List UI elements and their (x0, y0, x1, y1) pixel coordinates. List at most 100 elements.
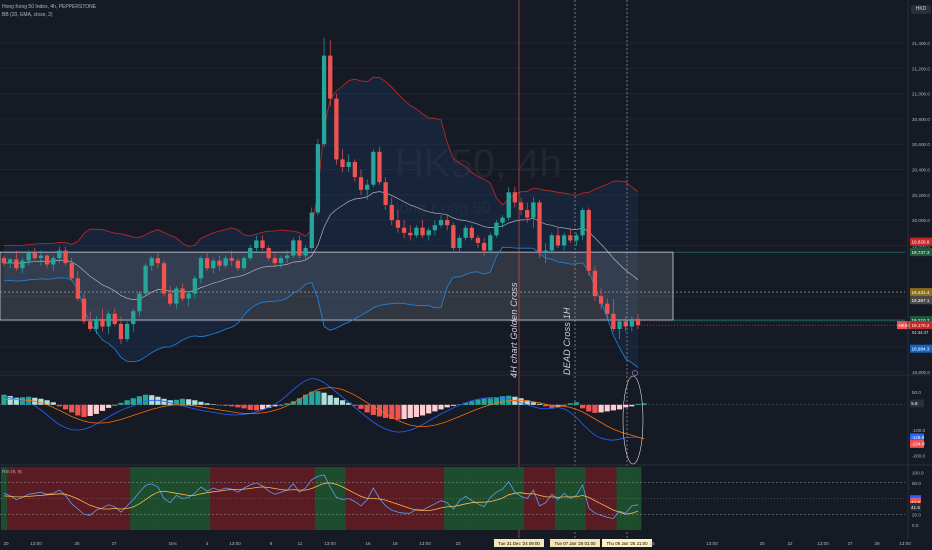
macd-histogram-bar (112, 404, 118, 406)
candle-body (57, 250, 62, 259)
bb-lower-line (3, 246, 639, 368)
price-tag-bg (910, 248, 932, 257)
candle-body (241, 258, 247, 269)
macd-tag-label: -128.8 (911, 435, 924, 440)
macd-histogram-bar (186, 399, 192, 405)
candle-body (112, 313, 117, 324)
rsi-zone-bg (597, 467, 605, 530)
price-tag-bg (910, 321, 932, 330)
macd-histogram-bar (383, 404, 389, 418)
candle-body (432, 225, 438, 231)
candle-body (161, 263, 167, 294)
price-tick-label: 20,800.0 (912, 117, 930, 122)
candle-body (580, 210, 585, 236)
macd-histogram-bar (235, 404, 241, 408)
time-tick-label: 29 (874, 541, 880, 546)
candle-body (204, 258, 210, 269)
price-tick-label: 18,800.0 (912, 370, 930, 375)
macd-histogram-bar (598, 404, 604, 413)
rsi-zone-bg (191, 467, 199, 530)
rsi-tag-label: 41.5 (911, 505, 920, 510)
support-zone (0, 251, 674, 321)
macd-tick-label: 50.0 (912, 390, 921, 395)
macd-tick-label: -100.0 (912, 428, 925, 433)
rsi-line (3, 474, 639, 519)
macd-histogram-bar (481, 398, 487, 405)
time-tick-label: Thu 09 Jan '25 21:00 (606, 541, 648, 546)
candle-body (334, 98, 339, 160)
rsi-zone-bg (37, 467, 45, 530)
macd-histogram-bar (444, 404, 450, 408)
price-tag-label: 18,984.3 (912, 346, 930, 351)
macd-histogram-bar (487, 398, 493, 405)
macd-histogram-bar (364, 404, 370, 413)
rsi-zone-bg (517, 467, 525, 530)
rsi-zone-bg (610, 467, 617, 530)
candle-body (463, 227, 468, 238)
price-tick-label: 20,000.0 (912, 218, 930, 223)
macd-histogram-bar (124, 400, 130, 405)
candle-body (155, 258, 161, 264)
candle-body (531, 202, 536, 218)
candle-body (81, 298, 87, 322)
candle-body (549, 235, 554, 251)
macd-histogram-bar (616, 404, 623, 410)
rsi-zone-bg (530, 467, 537, 530)
candle-body (229, 258, 234, 261)
macd-signal-line (3, 387, 645, 440)
time-tick-label: 9 (270, 541, 273, 546)
candle-body (445, 220, 450, 226)
macd-histogram-bar (7, 395, 13, 405)
price-tag-bg (910, 344, 932, 353)
candle-body (44, 255, 50, 265)
price-tick-label: 21,200.0 (912, 66, 930, 71)
alert-marker (632, 370, 638, 376)
candle-body (623, 321, 628, 327)
currency-button[interactable]: HKD (911, 5, 931, 14)
macd-histogram-bar (629, 404, 635, 407)
candle-body (395, 220, 401, 228)
macd-histogram-bar (346, 402, 352, 405)
candle-body (124, 323, 130, 340)
rsi-zone-bg (19, 467, 26, 530)
rsi-zone-bg (50, 467, 57, 530)
time-tick-label: 27 (111, 541, 117, 546)
candle-body (346, 161, 351, 167)
candle-body (88, 321, 93, 329)
rsi-zone-bg (548, 467, 556, 530)
candle-body (605, 303, 610, 314)
candle-body (75, 278, 81, 299)
rsi-zone-bg (62, 467, 69, 530)
macd-histogram-bar (623, 404, 629, 408)
candle-body (488, 235, 493, 251)
macd-histogram-bar (604, 404, 610, 412)
macd-histogram-bar (506, 395, 512, 405)
candle-body (426, 230, 431, 236)
macd-histogram-bar (130, 398, 136, 405)
time-tick-label: 16 (365, 541, 371, 546)
time-tick-label: 13:00 (899, 541, 911, 546)
rsi-tag-label: 42.9 (911, 500, 920, 505)
rsi-zone-bg (413, 467, 420, 530)
candle-body (389, 204, 394, 221)
candle-body (469, 227, 474, 238)
time-tick-label: 13:00 (817, 541, 829, 546)
rsi-zone-bg (419, 467, 426, 530)
macd-histogram-bar (216, 404, 223, 406)
macd-tag-bg (910, 399, 924, 408)
macd-histogram-bar (253, 404, 259, 411)
candle-body (211, 260, 216, 269)
rsi-zone-bg (407, 467, 414, 530)
rsi-zone-bg (31, 467, 39, 530)
macd-histogram-bar (493, 397, 500, 405)
candle-body (598, 296, 604, 304)
macd-histogram-bar (592, 404, 598, 413)
candle-body (506, 192, 511, 218)
macd-histogram-bar (106, 404, 112, 408)
candle-body (198, 258, 204, 279)
candle-body (635, 318, 641, 326)
time-tick-label: 25 (74, 541, 80, 546)
rsi-tick-label: 0.0 (912, 523, 919, 528)
macd-histogram-bar (561, 404, 567, 406)
